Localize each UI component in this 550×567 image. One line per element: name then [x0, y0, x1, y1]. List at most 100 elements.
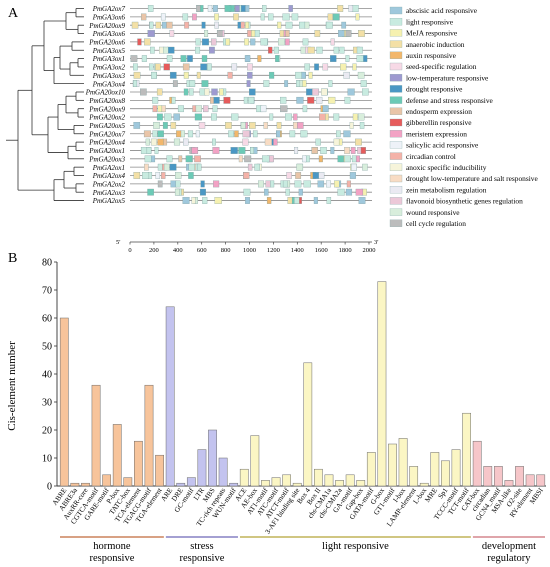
cis-element-box	[300, 71, 306, 79]
cis-element-box	[209, 46, 215, 54]
cis-element-box	[262, 5, 267, 12]
cis-element-box	[298, 188, 303, 196]
cis-element-box	[211, 88, 218, 96]
cis-element-box	[133, 71, 141, 79]
legend-label: anoxic specific inducibility	[406, 163, 487, 172]
cis-element-box	[314, 63, 319, 71]
bar	[250, 435, 260, 487]
cis-element-box	[157, 130, 164, 138]
cis-element-box	[194, 155, 201, 163]
cis-element-box	[285, 113, 292, 121]
legend-label: drought responsive	[406, 85, 463, 94]
legend-label: salicylic acid responsive	[406, 141, 479, 150]
cis-element-box	[184, 21, 190, 29]
bar	[356, 480, 366, 487]
legend-label: MeJA responsive	[406, 29, 458, 38]
bar	[292, 482, 302, 487]
bar	[441, 460, 450, 487]
legend-label: zein metabolism regulation	[406, 185, 487, 194]
legend-label: abscisic acid responsive	[406, 6, 478, 15]
cis-element-box	[317, 180, 325, 188]
cis-element-box	[357, 71, 365, 79]
cis-element-box	[249, 88, 256, 96]
cis-element-box	[231, 63, 238, 71]
cis-element-box	[192, 105, 197, 113]
gene-label: PmGA20ox8	[88, 97, 125, 105]
cis-element-box	[349, 122, 354, 129]
cis-element-box	[314, 30, 321, 37]
cis-element-box	[268, 13, 274, 21]
cis-element-box	[143, 130, 151, 138]
position-axis-tick-label: 1400	[291, 247, 304, 254]
cis-element-box	[187, 55, 193, 62]
cis-element-box	[266, 197, 272, 204]
cis-element-box	[198, 122, 206, 129]
cis-element-box	[362, 88, 369, 96]
cis-element-box	[344, 155, 351, 163]
legend-swatch	[389, 74, 403, 82]
cis-element-box	[156, 88, 163, 96]
cis-element-box	[251, 30, 256, 37]
cis-element-box	[178, 155, 183, 163]
cis-element-box	[213, 96, 220, 104]
cis-element-box	[303, 180, 311, 188]
cis-element-box	[227, 71, 233, 79]
cis-element-box	[352, 63, 357, 71]
cis-element-box	[260, 105, 267, 113]
cis-element-box	[294, 147, 299, 154]
bar	[261, 480, 270, 487]
cis-element-box	[160, 13, 166, 21]
cis-element-box	[355, 188, 364, 196]
cis-element-box	[282, 13, 290, 21]
cis-element-box	[344, 147, 350, 154]
x-tick-labels: ABREABRE3aAuxRR-coreCGTCA-motifGARE-moti…	[51, 486, 545, 536]
cis-element-box	[269, 113, 274, 121]
gene-label: PmGA3ox6	[92, 30, 126, 38]
legend-swatch	[389, 6, 403, 15]
cis-element-box	[282, 180, 288, 188]
gene-label: PmGA2ox3	[92, 189, 126, 197]
bar	[91, 384, 101, 487]
cis-element-box	[295, 172, 302, 179]
cis-element-box	[174, 188, 180, 196]
cis-element-box	[201, 55, 208, 62]
cis-element-box	[284, 80, 289, 87]
cis-element-box	[328, 96, 336, 104]
cis-element-box	[144, 155, 152, 163]
group-label: responsive	[89, 553, 134, 564]
gene-label: PmGA20ox5	[88, 122, 125, 130]
cis-element-box	[212, 5, 218, 12]
cis-element-box	[252, 130, 258, 138]
cis-element-box	[182, 13, 189, 21]
cis-element-box	[157, 163, 163, 171]
cis-element-box	[133, 122, 141, 129]
cis-element-box	[147, 30, 155, 37]
y-tick-label: 0	[47, 482, 52, 493]
cis-element-box	[166, 21, 173, 29]
cis-element-box	[194, 113, 202, 121]
cis-element-box	[195, 38, 201, 46]
cis-element-box	[182, 63, 190, 71]
cis-element-box	[157, 105, 163, 113]
cis-element-box	[248, 96, 255, 104]
position-axis-tick-label: 1200	[267, 247, 280, 254]
bar	[493, 466, 503, 487]
gene-label: PmGA20ox3	[88, 155, 125, 163]
cis-element-box	[171, 96, 176, 104]
cis-element-box	[152, 130, 158, 138]
cis-element-box	[322, 63, 329, 71]
cis-element-box	[155, 172, 161, 179]
bar-chart-bars	[59, 281, 546, 487]
bar	[515, 466, 524, 487]
bar	[59, 317, 69, 487]
cis-element-box	[202, 197, 208, 204]
position-axis-tick-label: 200	[149, 247, 159, 254]
cis-element-box	[163, 46, 169, 54]
position-axis-tick-label: 800	[221, 247, 231, 254]
bar	[197, 449, 207, 487]
cis-element-box	[149, 63, 154, 71]
cis-element-box	[240, 5, 246, 12]
gene-label: PmGA3ox2	[92, 64, 126, 72]
position-axis-tick-label: 0	[128, 247, 131, 254]
